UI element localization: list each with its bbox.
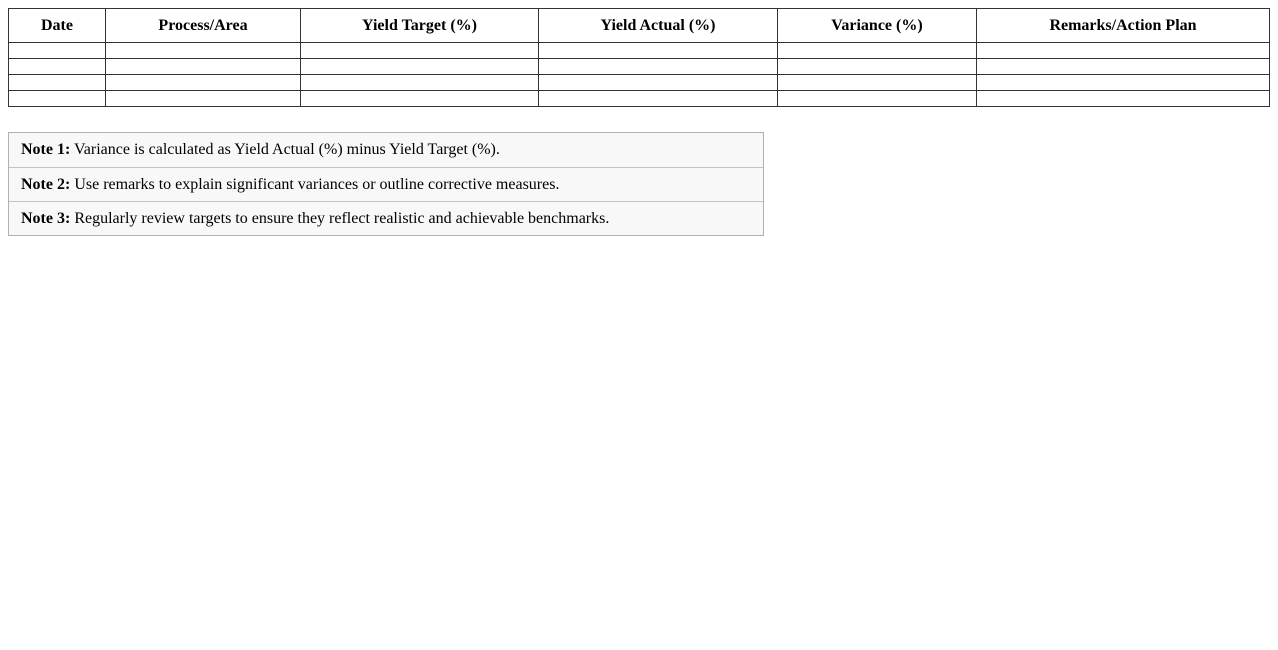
header-variance: Variance (%)	[777, 8, 977, 43]
table-cell[interactable]	[105, 90, 301, 107]
note-text: Variance is calculated as Yield Actual (…	[70, 141, 500, 158]
table-cell[interactable]	[300, 90, 539, 107]
table-cell[interactable]	[300, 74, 539, 91]
table-cell[interactable]	[8, 42, 106, 59]
table-cell[interactable]	[105, 42, 301, 59]
table-cell[interactable]	[105, 58, 301, 75]
table-cell[interactable]	[300, 58, 539, 75]
note-1: Note 1: Variance is calculated as Yield …	[9, 133, 763, 167]
note-label: Note 3:	[21, 210, 71, 227]
table-cell[interactable]	[538, 42, 778, 59]
header-yield-actual: Yield Actual (%)	[538, 8, 778, 43]
table-cell[interactable]	[777, 58, 977, 75]
table-row	[8, 90, 1270, 107]
header-process-area: Process/Area	[105, 8, 301, 43]
notes-box: Note 1: Variance is calculated as Yield …	[8, 132, 764, 236]
table-cell[interactable]	[976, 58, 1270, 75]
header-yield-target: Yield Target (%)	[300, 8, 539, 43]
header-date: Date	[8, 8, 106, 43]
table-cell[interactable]	[538, 74, 778, 91]
table-cell[interactable]	[8, 90, 106, 107]
note-label: Note 2:	[21, 176, 71, 193]
table-cell[interactable]	[105, 74, 301, 91]
note-text: Use remarks to explain significant varia…	[70, 176, 560, 193]
table-cell[interactable]	[538, 58, 778, 75]
table-cell[interactable]	[8, 58, 106, 75]
table-cell[interactable]	[777, 90, 977, 107]
table-cell[interactable]	[976, 90, 1270, 107]
table-header-row: Date Process/Area Yield Target (%) Yield…	[8, 8, 1270, 43]
note-2: Note 2: Use remarks to explain significa…	[9, 167, 763, 201]
table-cell[interactable]	[300, 42, 539, 59]
table-row	[8, 42, 1270, 59]
table-row	[8, 58, 1270, 75]
note-label: Note 1:	[21, 141, 71, 158]
table-cell[interactable]	[976, 42, 1270, 59]
note-text: Regularly review targets to ensure they …	[70, 210, 610, 227]
header-remarks: Remarks/Action Plan	[976, 8, 1270, 43]
table-cell[interactable]	[976, 74, 1270, 91]
note-3: Note 3: Regularly review targets to ensu…	[9, 201, 763, 235]
table-row	[8, 74, 1270, 91]
table-cell[interactable]	[8, 74, 106, 91]
table-cell[interactable]	[777, 42, 977, 59]
table-cell[interactable]	[777, 74, 977, 91]
yield-table: Date Process/Area Yield Target (%) Yield…	[8, 8, 1270, 107]
table-cell[interactable]	[538, 90, 778, 107]
